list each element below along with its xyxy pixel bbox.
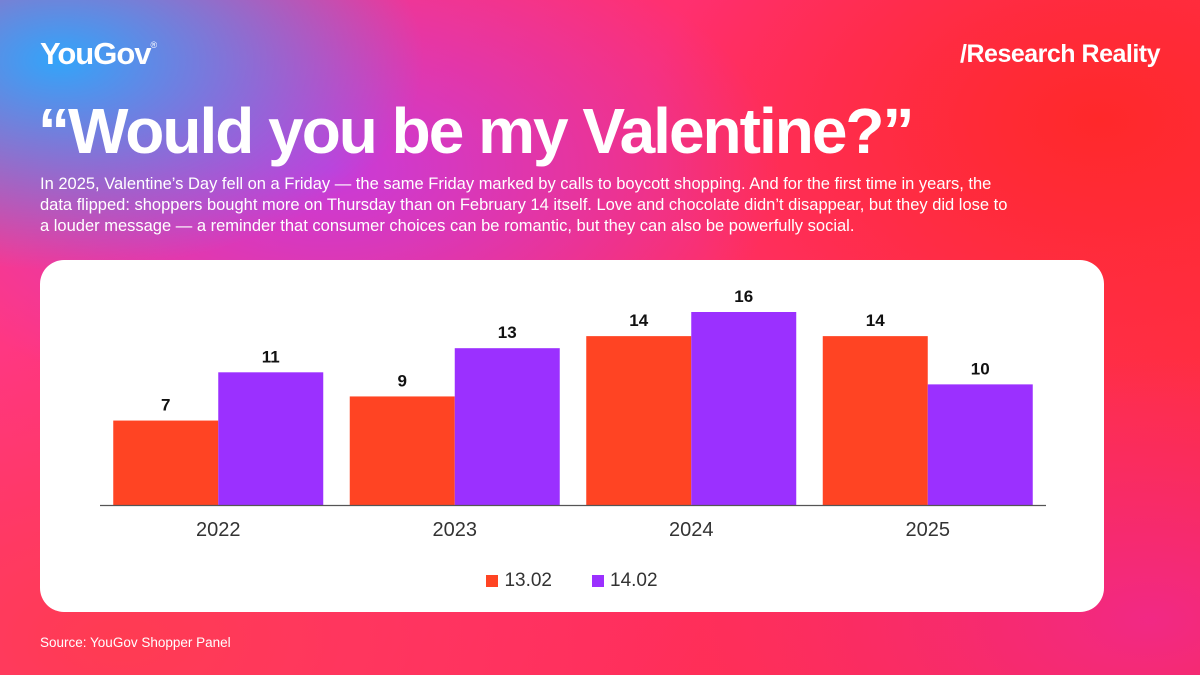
chart-legend: 13.02 14.02 — [40, 570, 1104, 592]
bar-2023-series-2 — [454, 348, 560, 505]
data-label-2024-series-1: 14 — [629, 311, 648, 330]
bar-2023-series-1 — [349, 396, 455, 505]
intro-paragraph: In 2025, Valentine’s Day fell on a Frida… — [40, 175, 1008, 235]
data-label-2022-series-1: 7 — [161, 396, 170, 415]
legend-item-1: 13.02 — [486, 570, 552, 592]
legend-label: 13.02 — [504, 570, 552, 591]
data-label-2025-series-1: 14 — [866, 311, 885, 330]
data-label-2024-series-2: 16 — [734, 287, 753, 306]
data-label-2022-series-2: 11 — [262, 347, 280, 366]
legend-swatch — [592, 575, 604, 587]
source-note: Source: YouGov Shopper Panel — [40, 635, 231, 650]
bar-2025-series-1 — [822, 336, 928, 505]
bar-2025-series-2 — [927, 384, 1033, 505]
research-reality-tagline: /Research Reality — [960, 40, 1160, 68]
data-label-2025-series-2: 10 — [971, 359, 990, 378]
data-label-2023-series-1: 9 — [398, 371, 407, 390]
x-tick-label-2024: 2024 — [669, 519, 714, 541]
headline: “Would you be my Valentine?” — [38, 95, 914, 167]
bar-chart: 7 11 2022 9 13 2023 14 16 2024 14 10 2025 — [100, 287, 1046, 541]
legend-swatch — [486, 575, 499, 587]
registered-mark: ® — [150, 40, 158, 50]
bar-2022-series-2 — [218, 372, 324, 505]
x-tick-label-2025: 2025 — [906, 519, 951, 541]
data-label-2023-series-2: 13 — [498, 323, 517, 342]
x-tick-label-2022: 2022 — [196, 519, 241, 541]
legend-item-2: 14.02 — [592, 570, 658, 592]
yougov-logo: YouGov® — [40, 36, 157, 72]
bar-2024-series-2 — [691, 312, 797, 505]
bar-2024-series-1 — [586, 336, 692, 505]
x-tick-label-2023: 2023 — [433, 519, 478, 541]
chart-card: 7 11 2022 9 13 2023 14 16 2024 14 10 2025 13.02 14.0… — [40, 260, 1104, 612]
bar-2022-series-1 — [113, 420, 219, 505]
legend-label: 14.02 — [610, 570, 658, 591]
logo-text: YouGov — [40, 36, 152, 71]
